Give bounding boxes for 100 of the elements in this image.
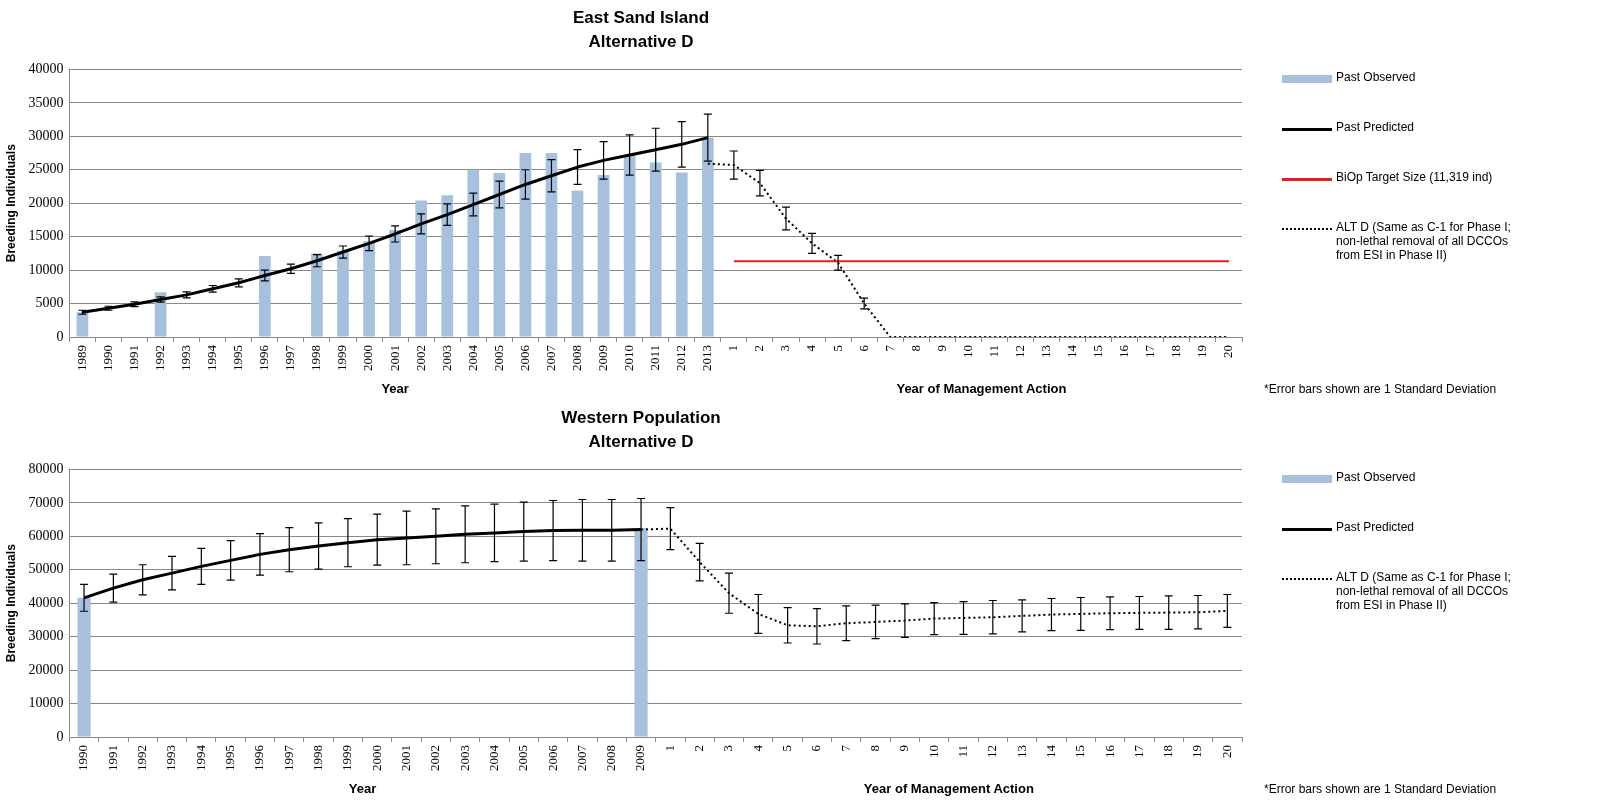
x-tick-label: 1995 — [230, 345, 246, 371]
x-tick-label: 15 — [1072, 745, 1088, 758]
x-tick-label: 1997 — [282, 344, 298, 371]
x-tick-label: 1997 — [280, 744, 296, 771]
x-tick-label: 1991 — [104, 745, 120, 771]
chart-title: East Sand Island — [571, 7, 710, 29]
x-tick-label: 2007 — [542, 344, 558, 371]
y-tick-label: 50000 — [28, 561, 64, 577]
y-tick-label: 25000 — [28, 161, 64, 177]
x-tick-label: 1994 — [192, 744, 208, 771]
x-tick-label: 19 — [1189, 745, 1205, 758]
x-tick-label: 5 — [779, 745, 795, 752]
y-tick-label: 15000 — [28, 228, 64, 244]
x-tick-label: 1994 — [204, 344, 220, 371]
x-tick-label: 2006 — [516, 344, 532, 371]
bar — [649, 162, 662, 337]
x-tick-label: 18 — [1168, 345, 1184, 358]
legend-label: ALT D (Same as C-1 for Phase I; non-lethal removal of all DCCOs from ESI in Phase II) — [1336, 570, 1512, 612]
x-tick-label: 2003 — [456, 745, 472, 771]
x-tick-label: 19 — [1194, 345, 1210, 358]
x-tick-label: 5 — [829, 345, 845, 352]
x-tick-label: 1992 — [152, 345, 168, 371]
x-tick-label: 2006 — [544, 744, 560, 771]
x-tick-label: 2009 — [595, 345, 611, 371]
x-tick-label: 2 — [691, 745, 707, 752]
bar — [337, 250, 349, 337]
x-tick-label: 20 — [1218, 745, 1234, 758]
legend-label: BiOp Target Size (11,319 ind) — [1336, 170, 1493, 184]
y-tick-label: 40000 — [28, 61, 64, 77]
x-tick-label: 2004 — [464, 344, 480, 371]
y-tick-label: 80000 — [28, 461, 64, 477]
x-tick-label: 1989 — [73, 345, 89, 371]
y-tick-label: 70000 — [28, 494, 64, 510]
x-tick-label: 6 — [808, 744, 824, 752]
y-tick-label: 30000 — [28, 628, 64, 644]
bar — [363, 241, 375, 337]
x-tick-label: 14 — [1064, 344, 1080, 358]
x-tick-label: 13 — [1037, 345, 1053, 358]
x-axis-title: Year — [348, 781, 377, 797]
x-tick-label: 2001 — [397, 745, 413, 771]
x-tick-label: 2004 — [485, 744, 501, 771]
x-tick-label: 2013 — [699, 345, 715, 371]
y-axis-title: Breeding Individuals — [3, 143, 18, 263]
x-tick-label: 1999 — [339, 745, 355, 771]
x-tick-label: 2012 — [673, 345, 689, 371]
x-tick-label: 1998 — [308, 345, 324, 371]
bar — [415, 200, 428, 337]
y-tick-label: 5000 — [35, 295, 64, 311]
x-tick-label: 6 — [855, 344, 871, 352]
legend-label: ALT D (Same as C-1 for Phase I; non-lethal removal of all DCCOs from ESI in Phase II) — [1336, 220, 1512, 262]
x-tick-label: 1991 — [125, 345, 141, 371]
x-tick-label: 1 — [725, 345, 741, 352]
x-tick-label: 2002 — [412, 345, 428, 371]
chart-title: Western Population — [560, 407, 722, 429]
x-tick-label: 9 — [933, 345, 949, 352]
bar — [597, 175, 610, 337]
x-axis-title: Year — [381, 381, 409, 397]
x-tick-label: 4 — [749, 744, 765, 752]
x-tick-label: 1999 — [334, 345, 350, 371]
y-tick-label: 60000 — [28, 527, 64, 543]
x-tick-label: 1990 — [99, 345, 115, 371]
y-tick-label: 35000 — [28, 94, 64, 110]
chart-subtitle: Alternative D — [587, 31, 695, 53]
x-tick-label: 2005 — [490, 345, 506, 371]
bar — [545, 153, 558, 337]
x-tick-label: 18 — [1160, 745, 1176, 758]
x-tick-label: 2002 — [427, 745, 443, 771]
x-tick-label: 2000 — [368, 745, 384, 771]
x-tick-label: 2 — [751, 345, 767, 352]
text: *Error bars shown are 1 Standard Deviation — [1264, 782, 1497, 797]
bar — [258, 256, 271, 337]
x-tick-label: 1992 — [134, 745, 150, 771]
x-tick-label: 10 — [925, 745, 941, 758]
bar — [519, 153, 532, 337]
bar — [571, 190, 584, 337]
bar — [701, 137, 714, 337]
x-tick-label: 1996 — [256, 344, 272, 371]
x-tick-label: 3 — [777, 345, 793, 352]
x-tick-label: 1996 — [251, 744, 267, 771]
x-tick-label: 4 — [803, 344, 819, 352]
y-tick-label: 20000 — [28, 661, 64, 677]
legend-label: Past Observed — [1336, 70, 1416, 84]
x-tick-label: 17 — [1142, 344, 1158, 358]
bar — [675, 172, 688, 337]
x-tick-label: 2007 — [573, 744, 589, 771]
bar — [467, 169, 480, 337]
x-tick-label: 12 — [984, 745, 1000, 758]
x-tick-label: 10 — [959, 345, 975, 358]
x-tick-label: 2000 — [360, 345, 376, 371]
x-tick-label: 11 — [954, 745, 970, 758]
x-tick-label: 2008 — [568, 345, 584, 371]
x-tick-label: 11 — [985, 345, 1001, 358]
bar — [623, 155, 636, 337]
x-tick-label: 2001 — [386, 345, 402, 371]
chart-subtitle: Alternative D — [587, 431, 695, 453]
x-tick-label: 8 — [866, 745, 882, 752]
bar — [311, 253, 323, 337]
y-tick-label: 40000 — [28, 594, 64, 610]
x-tick-label: 1 — [661, 745, 677, 752]
x-tick-label: 8 — [907, 345, 923, 352]
